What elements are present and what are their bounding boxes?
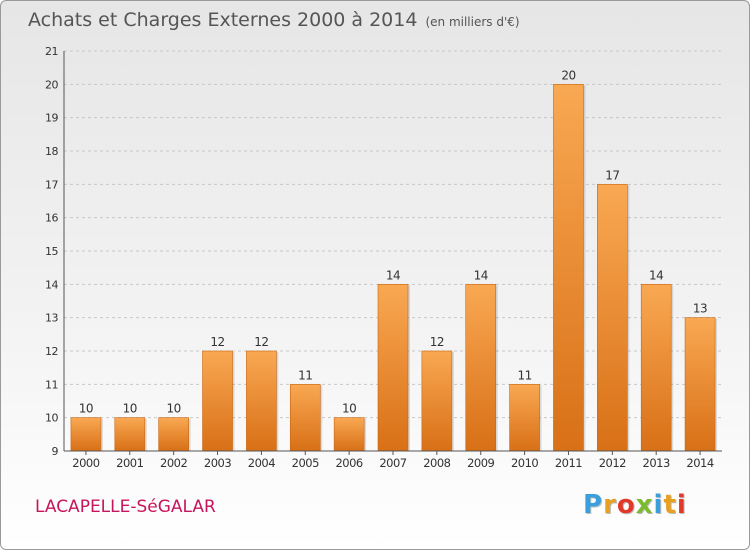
logo-letter: i [653,490,664,520]
bar [465,284,497,452]
proxiti-logo[interactable]: Proxiti [583,490,687,520]
axis-layer: 9 10 11 12 13 14 15 16 17 18 19 20 21 10 2000 10 2001 10 2… [45,45,722,470]
bar-value-label: 12 [430,335,444,349]
chart-title: Achats et Charges Externes 2000 à 2014 [28,9,418,31]
bar-value-label: 11 [517,368,531,382]
y-tick-label: 19 [45,112,58,125]
x-tick-label: 2011 [555,456,582,470]
bar [202,350,233,452]
x-tick-label: 2001 [116,456,143,470]
x-tick-label: 2006 [335,456,362,470]
x-tick-label: 2008 [423,456,450,470]
x-tick-label: 2014 [686,456,713,470]
x-tick-label: 2005 [292,456,319,470]
y-tick-label: 10 [45,412,58,425]
bar [597,184,628,452]
bar [377,284,409,452]
bar [158,417,189,452]
x-tick-label: 2002 [160,456,187,470]
bar [333,417,365,452]
chart-subtitle: (en milliers d'€) [425,15,520,29]
bar-value-label: 17 [605,168,619,182]
bar [289,384,321,452]
x-tick-label: 2000 [72,456,99,470]
y-tick-label: 12 [45,345,58,358]
logo-letter: i [676,490,687,520]
y-tick-label: 9 [52,445,59,458]
logo-letter: r [603,490,617,520]
logo-letter: o [616,490,636,520]
bar [509,384,540,452]
x-tick-label: 2010 [511,456,538,470]
bar-value-label: 12 [254,335,268,349]
bar [246,350,277,452]
bar [421,350,453,452]
bar [684,317,716,452]
bar [70,417,102,452]
bar-value-label: 12 [210,335,224,349]
logo-letter: P [583,490,604,520]
y-tick-label: 14 [45,278,58,291]
x-tick-label: 2012 [599,456,626,470]
y-tick-label: 15 [45,245,58,258]
bar-value-label: 14 [474,268,488,282]
x-tick-label: 2003 [204,456,231,470]
bar-value-label: 10 [342,402,356,416]
bar-layer [70,84,718,452]
bar-value-label: 11 [298,368,312,382]
bar-chart: 9 10 11 12 13 14 15 16 17 18 19 20 21 10 2000 10 2001 10 2… [45,45,722,470]
bar [553,84,584,452]
x-tick-label: 2004 [248,456,275,470]
y-tick-label: 11 [45,378,58,391]
logo-letter: x [635,490,654,520]
y-tick-label: 16 [45,212,58,225]
y-tick-label: 17 [45,178,58,191]
bar-value-label: 14 [649,268,663,282]
commune-name: LACAPELLE-SéGALAR [35,497,216,517]
logo-letter: t [663,490,677,520]
bar-value-label: 14 [386,268,400,282]
y-tick-label: 20 [45,78,58,91]
y-tick-label: 18 [45,145,58,158]
bar-value-label: 10 [123,402,137,416]
bar [640,284,672,452]
bar [114,417,146,452]
y-tick-label: 13 [45,312,58,325]
bar-value-label: 10 [167,402,181,416]
bar-value-label: 10 [79,402,93,416]
y-tick-label: 21 [45,45,58,58]
x-tick-label: 2013 [643,456,670,470]
bar-value-label: 20 [561,68,575,82]
x-tick-label: 2007 [379,456,406,470]
bar-value-label: 13 [693,302,707,316]
chart-title-block: Achats et Charges Externes 2000 à 2014 (e… [28,9,520,31]
x-tick-label: 2009 [467,456,494,470]
